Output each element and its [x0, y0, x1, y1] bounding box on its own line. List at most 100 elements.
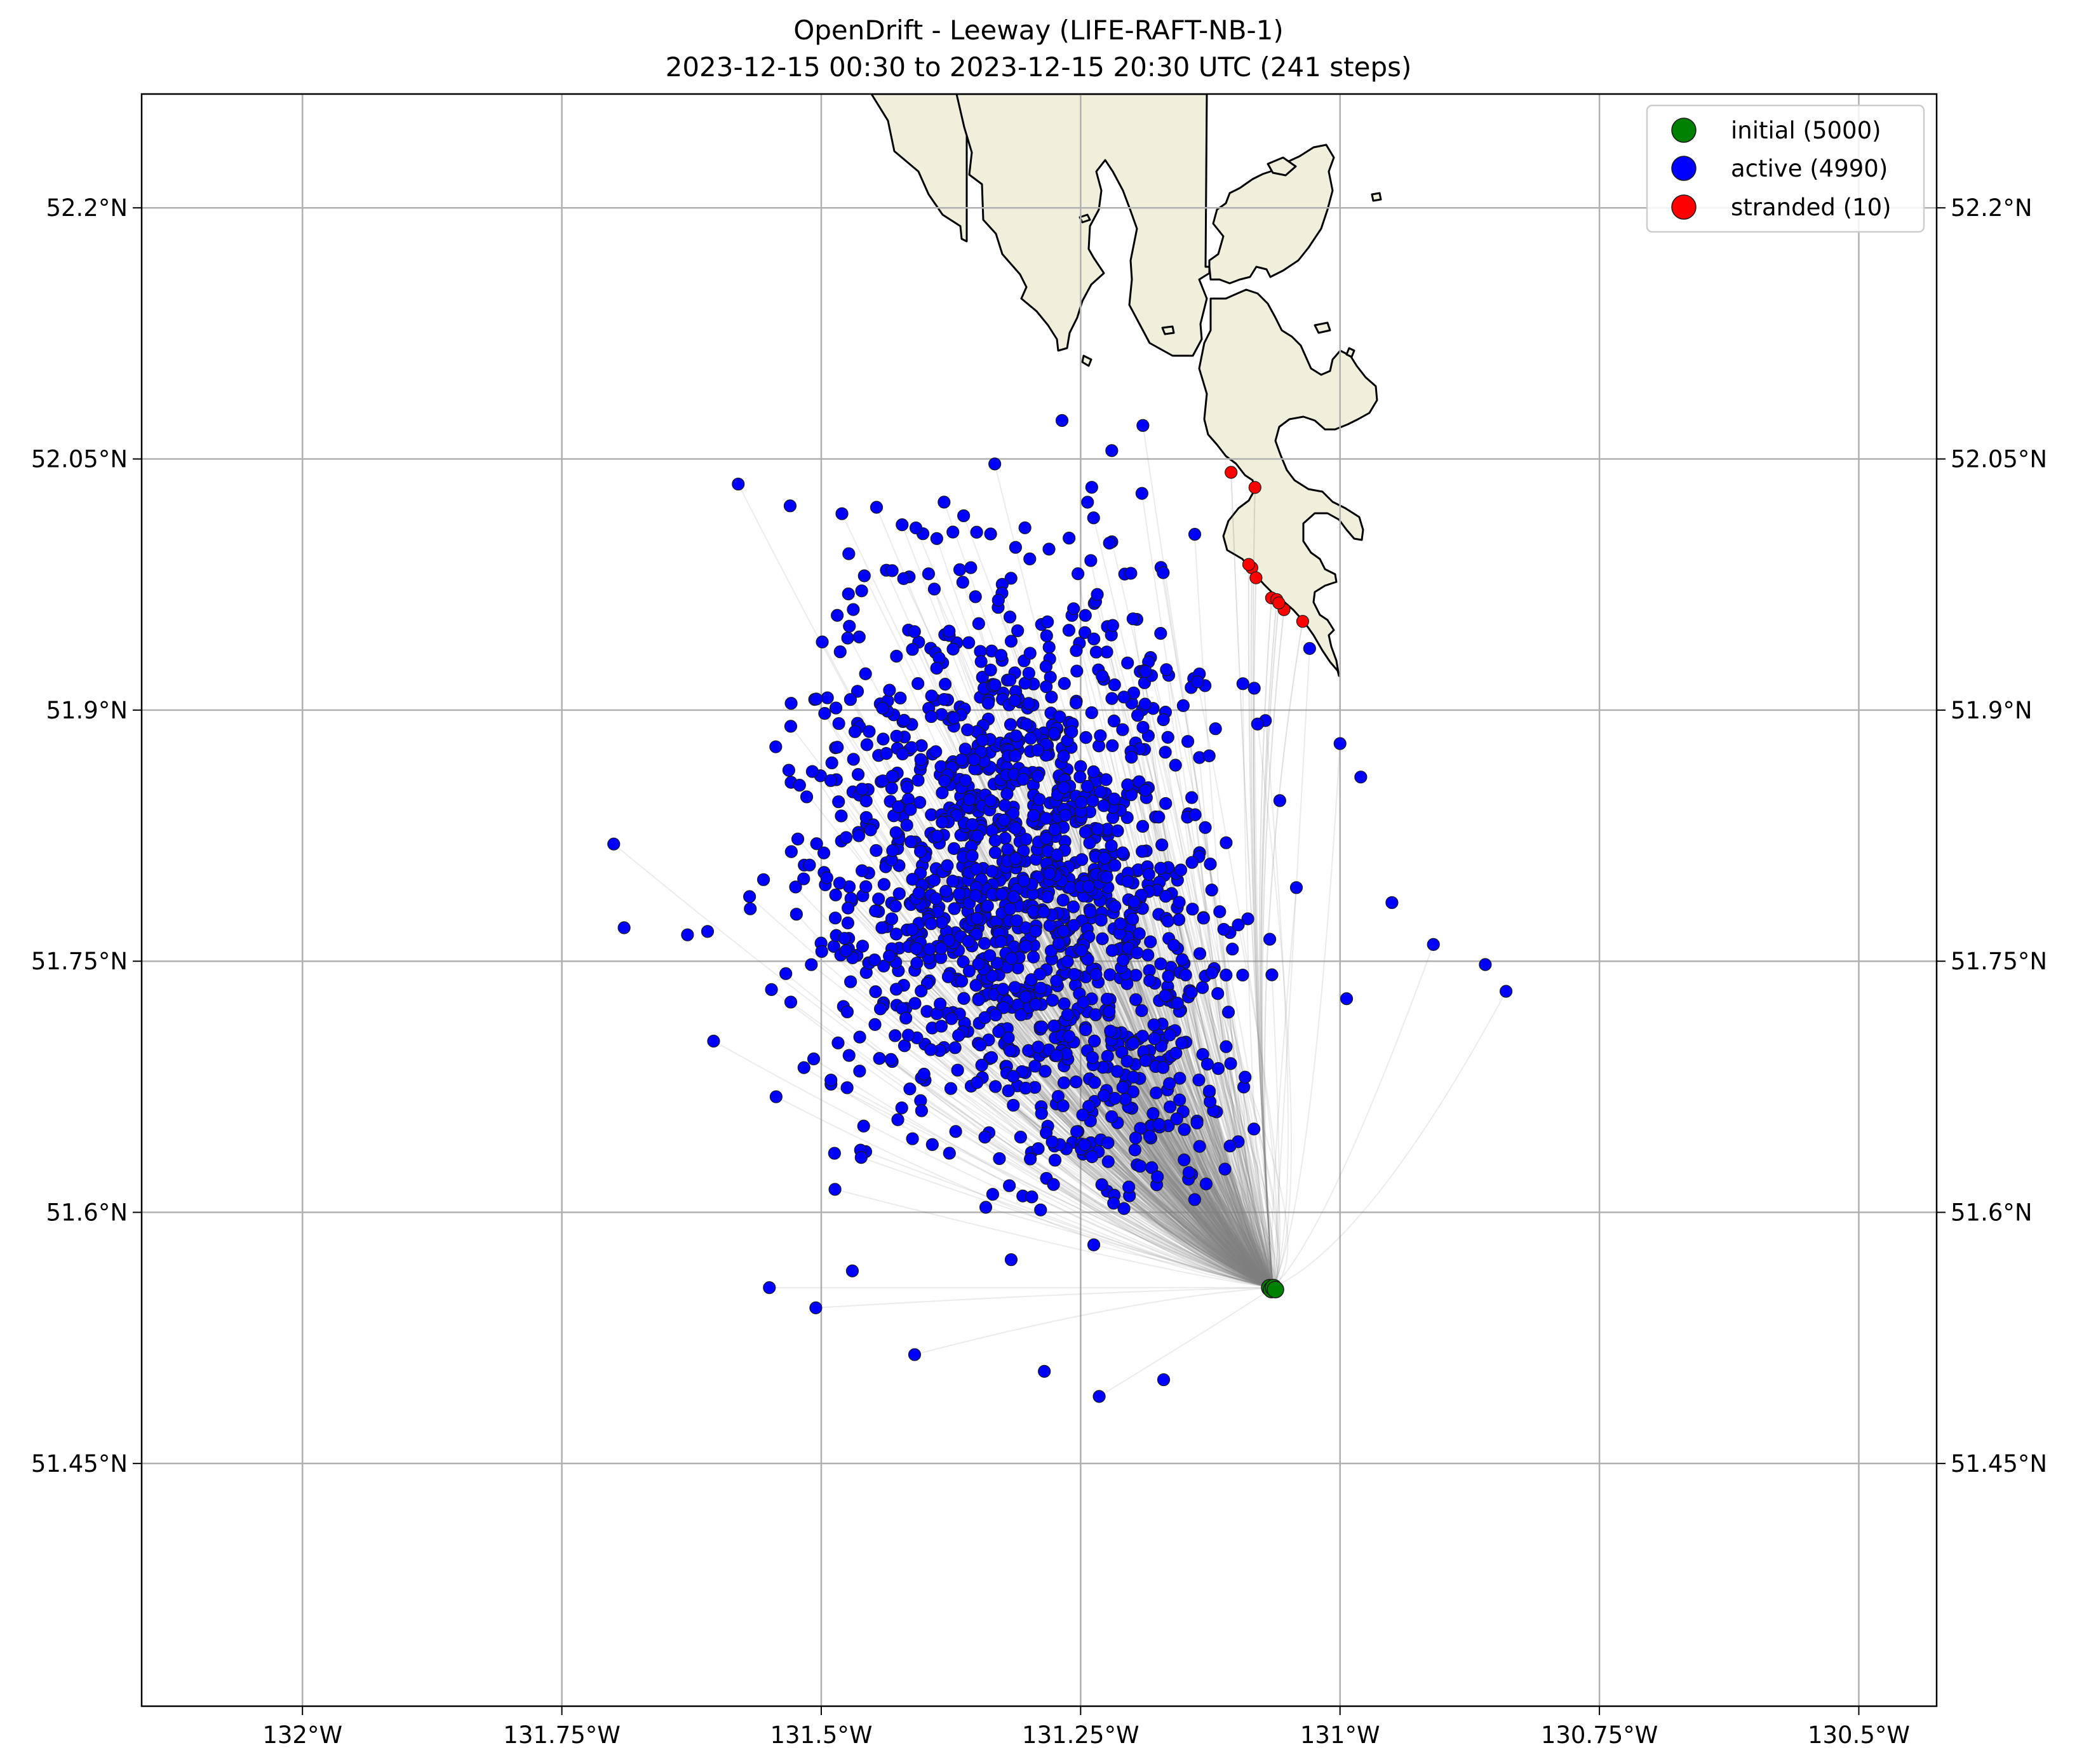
active-particle: [969, 889, 982, 902]
active-particle: [707, 1034, 720, 1048]
active-particle: [853, 1030, 866, 1044]
active-particle: [784, 995, 798, 1009]
active-particle: [847, 753, 860, 766]
trajectory-line: [1259, 598, 1274, 1288]
active-particle: [897, 572, 910, 585]
trajectory-line: [1090, 1142, 1273, 1289]
active-particle: [782, 764, 796, 777]
active-particle: [971, 1076, 984, 1089]
active-particle: [1162, 969, 1175, 983]
active-particle: [896, 518, 909, 532]
trajectory-line: [1196, 1121, 1279, 1288]
active-particle: [1103, 536, 1116, 550]
active-particle: [1199, 821, 1212, 834]
x-tick-label: 131.5°W: [770, 1721, 872, 1749]
active-particle: [1034, 981, 1047, 995]
active-particle: [889, 927, 903, 941]
active-particle: [1002, 1031, 1015, 1045]
active-particle: [1131, 709, 1145, 722]
trajectory-line: [991, 830, 1274, 1288]
trajectory-line: [984, 1017, 1274, 1288]
trajectory-line: [863, 576, 1274, 1288]
trajectory-line: [976, 934, 1274, 1288]
chart-subtitle: 2023-12-15 00:30 to 2023-12-15 20:30 UTC…: [666, 51, 1412, 83]
active-particle: [1009, 821, 1023, 835]
active-particle: [991, 593, 1005, 607]
trajectory-line: [950, 1087, 1273, 1289]
active-particle: [894, 691, 907, 705]
active-particle: [840, 831, 853, 844]
active-particle: [1106, 619, 1119, 632]
trajectory-line: [1119, 810, 1274, 1288]
land-polygon: [1198, 288, 1378, 677]
active-particle: [1147, 1018, 1160, 1032]
trajectory-line: [1106, 868, 1274, 1288]
active-particle: [904, 803, 917, 816]
active-particle: [797, 872, 810, 885]
trajectory-line: [865, 1151, 1273, 1289]
active-particle: [961, 723, 974, 737]
active-particle: [1056, 1099, 1070, 1112]
active-particle: [769, 1090, 783, 1103]
trajectory-line: [1272, 648, 1310, 1288]
active-particle: [929, 892, 943, 905]
active-particle: [1176, 699, 1190, 712]
landmass: [870, 94, 1382, 677]
trajectory-line: [1105, 895, 1274, 1288]
trajectory-line: [1272, 944, 1434, 1288]
active-particle: [997, 813, 1011, 827]
active-particle: [1108, 899, 1122, 913]
trajectory-line: [948, 939, 1273, 1289]
trajectory-line: [1180, 870, 1275, 1288]
active-particle: [1190, 1116, 1204, 1129]
active-particle: [992, 1025, 1005, 1039]
active-particle: [1042, 867, 1056, 880]
active-particle: [844, 693, 857, 706]
trajectory-line: [613, 843, 1273, 1289]
active-particle: [1028, 1060, 1042, 1073]
active-particle: [989, 1080, 1002, 1093]
trajectory-line: [1005, 953, 1273, 1289]
active-particle: [948, 1041, 962, 1054]
active-particle: [1022, 697, 1035, 710]
trajectory-line: [1265, 720, 1289, 1288]
active-particle: [964, 561, 978, 574]
active-particle: [1427, 938, 1440, 951]
active-particle: [1029, 924, 1042, 938]
active-particle: [875, 921, 889, 934]
active-particle: [845, 1264, 859, 1277]
active-particle: [1117, 953, 1130, 967]
active-particle: [1127, 1037, 1140, 1050]
active-particle: [1160, 663, 1173, 677]
x-tick-label: 131.75°W: [503, 1721, 621, 1749]
trajectory-line: [1001, 932, 1274, 1288]
trajectory-line: [835, 935, 1273, 1289]
active-particle: [1142, 868, 1155, 881]
trajectory-line: [1065, 1020, 1274, 1288]
active-particle: [930, 532, 943, 545]
trajectory-line: [947, 699, 1274, 1288]
y-tick-label-right: 51.9°N: [1951, 697, 2033, 724]
active-particle: [1009, 852, 1022, 865]
trajectory-line: [1129, 1195, 1273, 1289]
trajectory-line: [1029, 983, 1274, 1288]
active-particle: [890, 649, 903, 663]
trajectory-line: [1014, 858, 1274, 1288]
active-particle: [986, 1188, 1000, 1201]
active-particle: [1086, 1051, 1099, 1065]
active-particle: [1200, 1058, 1214, 1071]
active-particle: [877, 732, 890, 746]
active-particle: [1110, 1065, 1124, 1078]
active-particle: [805, 765, 819, 778]
active-particle: [1188, 528, 1202, 541]
trajectory-line: [1083, 945, 1274, 1288]
active-particle: [974, 1038, 987, 1052]
active-particle: [1078, 626, 1092, 639]
active-particle: [1072, 567, 1085, 581]
active-particle: [1008, 981, 1021, 994]
active-particle: [1173, 896, 1186, 909]
active-particle: [1075, 853, 1089, 866]
trajectory-line: [1112, 912, 1274, 1288]
active-particle: [856, 864, 869, 877]
active-particle: [828, 1147, 841, 1160]
